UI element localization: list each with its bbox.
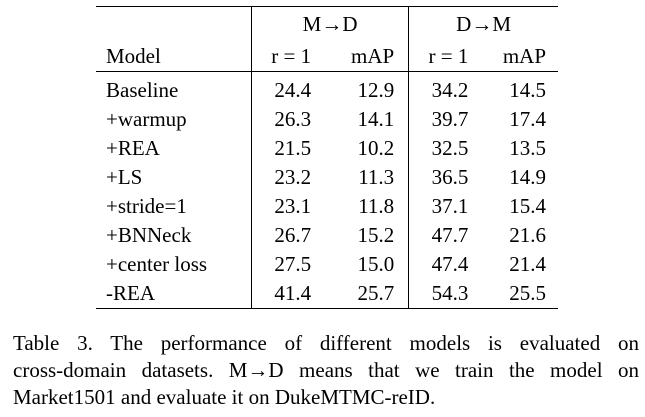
table-row: +LS 23.2 11.3 36.5 14.9: [96, 163, 558, 192]
md-map-cell: 14.1: [319, 105, 410, 134]
md-r1-cell: 41.4: [251, 279, 320, 309]
caption-line: Table 3. The performance of different mo…: [13, 331, 639, 355]
md-r1-cell: 21.5: [274, 136, 312, 160]
md-r1-cell: 26.3: [274, 107, 312, 131]
md-r1-cell: 26.7: [274, 223, 312, 247]
dm-map-cell: 14.5: [509, 78, 546, 102]
table-row: -REA 41.4 25.7 54.3 25.5: [96, 279, 558, 309]
group-header-m-to-d: M→D: [251, 6, 410, 41]
table-row: Baseline 24.4 12.9 34.2 14.5: [96, 71, 558, 105]
model-name-cell: +REA: [96, 134, 252, 163]
dm-r1-cell: 39.7: [431, 107, 469, 131]
column-header-md-map: mAP: [319, 41, 410, 72]
group-header-d-to-m: D→M: [408, 6, 558, 41]
dm-map-cell: 14.9: [509, 165, 546, 189]
results-table: M→D D→M Model r = 1 mAP r = 1 mAP Baseli…: [96, 6, 558, 309]
dm-map-cell: 25.5: [476, 279, 558, 309]
dm-r1-cell: 47.7: [431, 223, 469, 247]
column-header-model: Model: [96, 41, 252, 72]
table-row: +stride=1 23.1 11.8 37.1 15.4: [96, 192, 558, 221]
model-name-cell: +center loss: [96, 250, 252, 279]
model-name-cell: -REA: [96, 279, 252, 309]
model-name-cell: +BNNeck: [96, 221, 252, 250]
table-row: +REA 21.5 10.2 32.5 13.5: [96, 134, 558, 163]
md-map-cell: 15.0: [319, 250, 410, 279]
md-map-cell: 15.2: [319, 221, 410, 250]
dm-map-cell: 21.6: [509, 223, 546, 247]
table-row: +BNNeck 26.7 15.2 47.7 21.6: [96, 221, 558, 250]
model-name-cell: +stride=1: [96, 192, 252, 221]
dm-r1-cell: 36.5: [431, 165, 469, 189]
empty-header-cell: [96, 6, 252, 41]
dm-map-cell: 17.4: [509, 107, 546, 131]
table-column-header-row: Model r = 1 mAP r = 1 mAP: [96, 41, 558, 72]
table-row: +warmup 26.3 14.1 39.7 17.4: [96, 105, 558, 134]
md-map-cell: 11.8: [319, 192, 410, 221]
column-header-md-r1: r = 1: [251, 41, 320, 72]
dm-r1-cell: 54.3: [408, 279, 477, 309]
model-name-cell: +LS: [96, 163, 252, 192]
model-name-cell: Baseline: [96, 71, 252, 105]
caption-line: Market1501 and evaluate it on DukeMTMC-r…: [13, 385, 436, 409]
md-map-cell: 25.7: [319, 279, 410, 309]
md-r1-cell: 24.4: [274, 78, 312, 102]
column-header-dm-r1: r = 1: [408, 41, 477, 72]
table-row: +center loss 27.5 15.0 47.4 21.4: [96, 250, 558, 279]
md-r1-cell: 27.5: [274, 252, 312, 276]
table-caption: Table 3. The performance of different mo…: [13, 330, 639, 411]
md-map-cell: 10.2: [319, 134, 410, 163]
column-header-dm-map: mAP: [476, 41, 558, 72]
dm-map-cell: 15.4: [509, 194, 546, 218]
dm-map-cell: 13.5: [509, 136, 546, 160]
md-r1-cell: 23.1: [274, 194, 312, 218]
md-r1-cell: 23.2: [274, 165, 312, 189]
model-name-cell: +warmup: [96, 105, 252, 134]
table-group-header-row: M→D D→M: [96, 6, 558, 41]
dm-r1-cell: 34.2: [431, 78, 469, 102]
dm-r1-cell: 37.1: [431, 194, 469, 218]
dm-r1-cell: 47.4: [431, 252, 469, 276]
results-table-container: M→D D→M Model r = 1 mAP r = 1 mAP Baseli…: [96, 6, 558, 309]
md-map-cell: 11.3: [319, 163, 410, 192]
dm-map-cell: 21.4: [509, 252, 546, 276]
md-map-cell: 12.9: [319, 71, 410, 105]
dm-r1-cell: 32.5: [431, 136, 469, 160]
caption-line: cross-domain datasets. M→D means that we…: [13, 358, 639, 382]
